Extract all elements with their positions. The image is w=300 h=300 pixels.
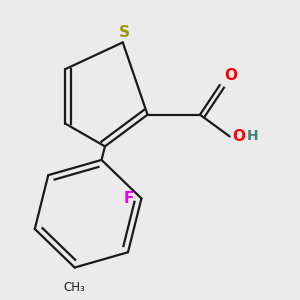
Text: O: O <box>233 129 246 144</box>
Text: O: O <box>224 68 237 83</box>
Text: S: S <box>119 26 130 40</box>
Text: F: F <box>123 191 134 206</box>
Text: H: H <box>247 130 258 143</box>
Text: CH₃: CH₃ <box>64 281 86 294</box>
